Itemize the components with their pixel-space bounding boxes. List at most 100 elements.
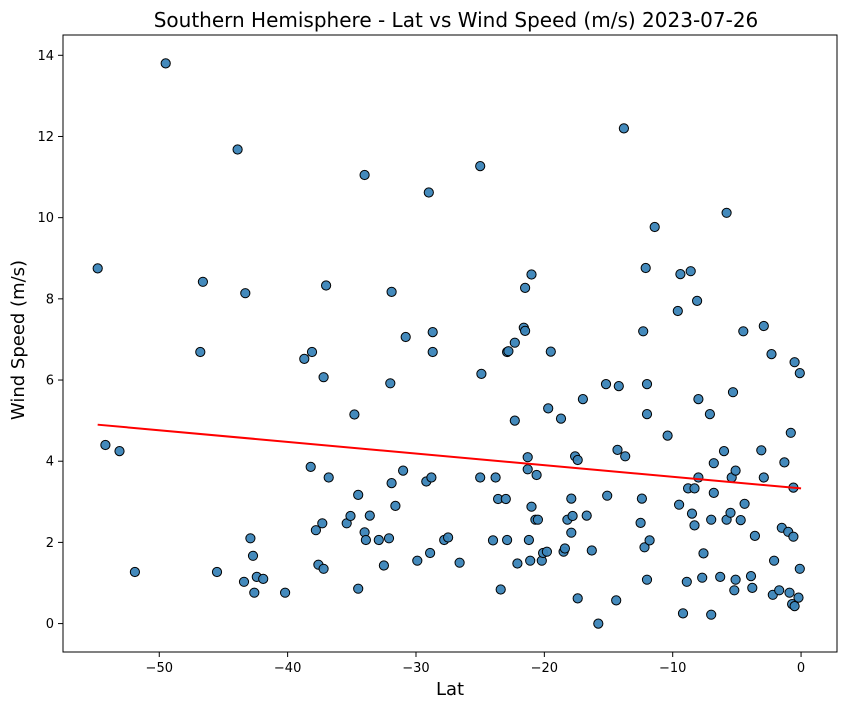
data-point — [730, 574, 741, 585]
data-point — [638, 326, 649, 337]
data-point — [681, 576, 692, 587]
data-point — [476, 368, 487, 379]
data-point — [704, 409, 716, 420]
regression-layer — [97, 423, 802, 490]
data-point — [641, 379, 653, 390]
data-point — [600, 379, 612, 390]
data-point — [708, 458, 719, 469]
data-point — [739, 498, 750, 509]
data-point — [672, 305, 683, 317]
data-point — [784, 587, 795, 598]
data-point — [321, 280, 332, 291]
data-point — [160, 58, 171, 69]
x-tick-label: −50 — [146, 661, 173, 676]
data-point — [310, 525, 321, 536]
data-point — [543, 403, 554, 414]
data-point — [323, 472, 334, 483]
data-point — [692, 295, 703, 306]
data-point — [305, 461, 316, 472]
data-point — [427, 346, 438, 358]
y-tick-label: 8 — [46, 292, 54, 307]
data-point — [718, 446, 730, 457]
data-point — [258, 573, 269, 585]
data-point — [727, 387, 739, 398]
x-tick-label: −40 — [274, 661, 301, 676]
data-point — [602, 490, 613, 501]
data-point — [729, 585, 740, 596]
data-point — [114, 446, 125, 457]
data-point — [738, 326, 749, 337]
data-point — [475, 472, 486, 483]
data-point — [245, 533, 256, 544]
data-point — [698, 548, 709, 559]
data-point — [503, 346, 514, 357]
x-tick-label: −10 — [659, 661, 686, 676]
data-point — [386, 286, 397, 297]
y-tick-label: 0 — [46, 617, 54, 632]
data-point — [349, 409, 360, 420]
data-point — [232, 144, 243, 155]
data-point — [525, 555, 536, 566]
data-point — [612, 444, 623, 455]
data-point — [581, 510, 592, 521]
data-point — [794, 368, 805, 379]
regression-line — [97, 423, 802, 490]
data-point — [520, 282, 531, 293]
data-point — [531, 469, 542, 481]
data-point — [522, 452, 533, 463]
data-point — [317, 518, 328, 529]
y-tick-label: 10 — [37, 211, 54, 226]
data-point — [360, 534, 371, 546]
data-point — [522, 464, 533, 475]
data-point — [318, 563, 329, 574]
chart-title: Southern Hemisphere - Lat vs Wind Speed … — [154, 8, 759, 32]
data-point — [693, 394, 704, 405]
data-point — [730, 465, 741, 476]
data-point — [593, 618, 604, 629]
data-point — [559, 543, 571, 554]
data-point — [526, 269, 537, 280]
data-point — [708, 487, 719, 498]
data-point — [677, 608, 689, 619]
data-point — [586, 545, 597, 556]
data-point — [566, 493, 577, 504]
data-point — [788, 531, 799, 542]
data-point — [378, 560, 389, 571]
data-point — [197, 276, 208, 287]
plot-area — [63, 35, 837, 652]
data-point — [641, 574, 653, 585]
data-point — [426, 472, 437, 483]
data-point — [789, 357, 800, 368]
data-point — [611, 595, 622, 606]
data-point — [280, 587, 291, 598]
data-point — [675, 269, 686, 280]
data-point — [211, 566, 223, 578]
data-point — [359, 169, 370, 181]
data-point — [353, 489, 364, 500]
data-point — [662, 430, 673, 441]
data-point — [545, 346, 556, 357]
data-point — [774, 585, 785, 596]
y-tick-label: 14 — [37, 49, 54, 64]
data-point — [697, 572, 708, 583]
data-point — [644, 535, 655, 546]
data-point — [769, 555, 780, 566]
x-tick-label: 0 — [797, 661, 805, 676]
points-layer — [92, 58, 805, 629]
data-point — [509, 415, 520, 426]
data-point — [195, 346, 206, 358]
data-point — [758, 472, 769, 483]
data-point — [318, 372, 329, 383]
data-point — [249, 587, 260, 598]
data-point — [454, 557, 465, 568]
data-point — [758, 320, 769, 332]
data-point — [635, 517, 646, 529]
data-point — [686, 508, 698, 519]
data-point — [523, 534, 535, 546]
data-point — [618, 123, 630, 134]
data-point — [747, 582, 758, 594]
y-axis-ticks: 0 2 4 6 8 10 12 14 — [37, 49, 63, 632]
data-point — [706, 609, 717, 620]
data-point — [443, 532, 454, 543]
